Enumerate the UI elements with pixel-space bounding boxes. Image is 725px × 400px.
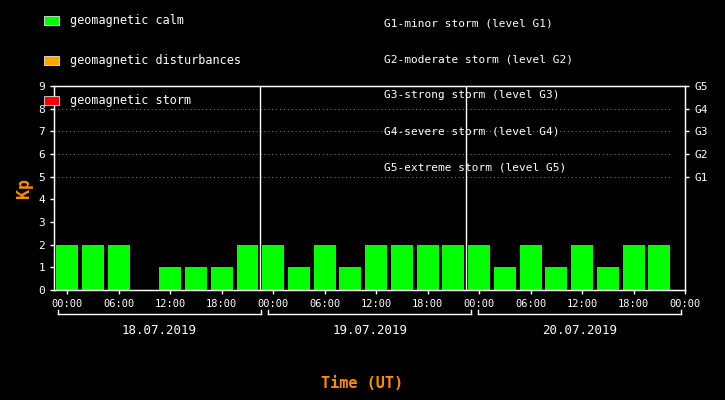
Bar	[623, 245, 645, 290]
Bar	[211, 267, 233, 290]
Text: geomagnetic storm: geomagnetic storm	[70, 94, 191, 107]
Bar	[262, 245, 284, 290]
Bar	[108, 245, 130, 290]
Bar	[648, 245, 671, 290]
Text: 20.07.2019: 20.07.2019	[542, 324, 618, 336]
Bar	[365, 245, 387, 290]
Bar	[236, 245, 258, 290]
Bar	[82, 245, 104, 290]
Bar	[468, 245, 490, 290]
Text: geomagnetic disturbances: geomagnetic disturbances	[70, 54, 241, 67]
Bar	[391, 245, 413, 290]
Text: G2-moderate storm (level G2): G2-moderate storm (level G2)	[384, 54, 573, 64]
Bar	[160, 267, 181, 290]
Bar	[57, 245, 78, 290]
Bar	[288, 267, 310, 290]
Text: G1-minor storm (level G1): G1-minor storm (level G1)	[384, 18, 553, 28]
Bar	[494, 267, 516, 290]
Bar	[417, 245, 439, 290]
Bar	[314, 245, 336, 290]
Bar	[520, 245, 542, 290]
Bar	[571, 245, 593, 290]
Text: G3-strong storm (level G3): G3-strong storm (level G3)	[384, 90, 560, 100]
Bar	[185, 267, 207, 290]
Text: 18.07.2019: 18.07.2019	[122, 324, 197, 336]
Text: Time (UT): Time (UT)	[321, 376, 404, 392]
Bar	[545, 267, 568, 290]
Text: geomagnetic calm: geomagnetic calm	[70, 14, 184, 27]
Bar	[339, 267, 361, 290]
Bar	[442, 245, 464, 290]
Text: G4-severe storm (level G4): G4-severe storm (level G4)	[384, 126, 560, 136]
Text: 19.07.2019: 19.07.2019	[332, 324, 407, 336]
Text: G5-extreme storm (level G5): G5-extreme storm (level G5)	[384, 162, 566, 172]
Y-axis label: Kp: Kp	[15, 178, 33, 198]
Bar	[597, 267, 619, 290]
